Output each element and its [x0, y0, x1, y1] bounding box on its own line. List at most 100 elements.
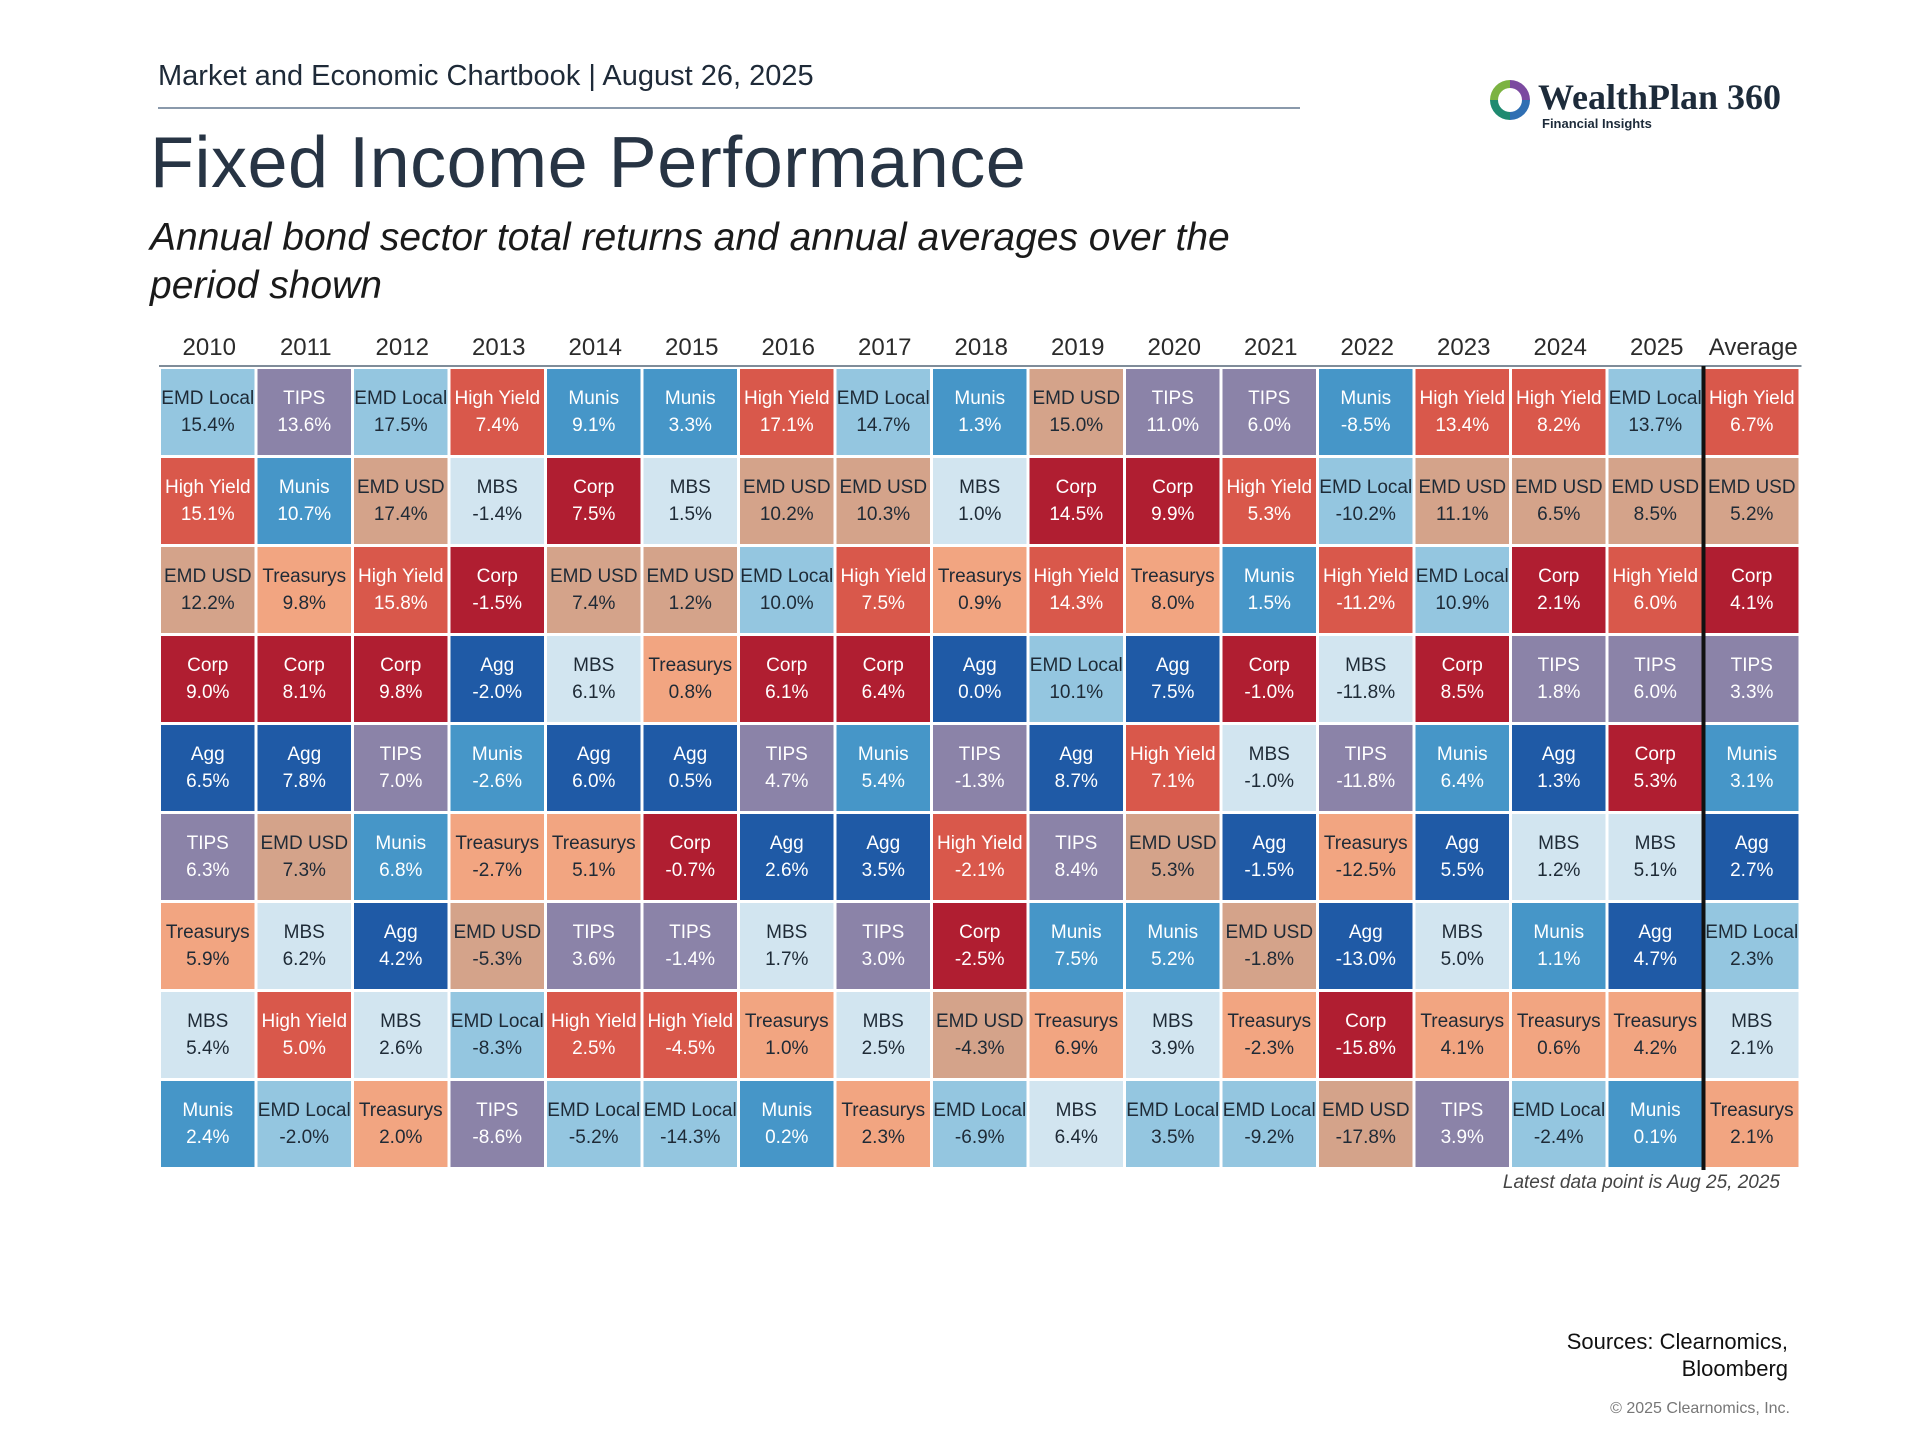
cell-sector-label: EMD Local [740, 566, 833, 587]
cell-return-value: 2.5% [572, 1038, 615, 1059]
quilt-cell: TIPS 3.6% [547, 903, 641, 989]
cell-sector-label: TIPS [380, 744, 422, 765]
cell-box [933, 814, 1027, 900]
cell-sector-label: Treasurys [1517, 1011, 1601, 1032]
cell-sector-label: Munis [279, 477, 330, 498]
page-subtitle: Annual bond sector total returns and ann… [150, 216, 1230, 307]
cell-box [1705, 814, 1799, 900]
quilt-cell: EMD Local -2.4% [1512, 1081, 1606, 1167]
cell-sector-label: EMD Local [1416, 566, 1509, 587]
cell-box [1512, 725, 1606, 811]
cell-return-value: 10.1% [1049, 682, 1103, 703]
quilt-cell: EMD USD 5.3% [1126, 814, 1220, 900]
cell-box [836, 458, 930, 544]
cell-sector-label: EMD USD [743, 477, 831, 498]
cell-sector-label: Munis [1147, 922, 1198, 943]
cell-sector-label: EMD Local [1126, 1100, 1219, 1121]
cell-box [740, 725, 834, 811]
cell-return-value: 12.2% [181, 593, 235, 614]
quilt-cell: Munis 0.1% [1608, 1081, 1702, 1167]
quilt-cell: Munis 6.8% [354, 814, 448, 900]
cell-box [933, 903, 1027, 989]
quilt-cell: Munis 3.3% [643, 369, 737, 455]
cell-sector-label: Treasurys [262, 566, 346, 587]
cell-sector-label: Treasurys [1131, 566, 1215, 587]
cell-return-value: 17.1% [760, 415, 814, 436]
quilt-cell: TIPS -8.6% [450, 1081, 544, 1167]
quilt-cell: Treasurys 1.0% [740, 992, 834, 1078]
quilt-cell: Corp 9.8% [354, 636, 448, 722]
quilt-cell: Treasurys 2.0% [354, 1081, 448, 1167]
cell-box [1608, 814, 1702, 900]
cell-return-value: 6.1% [765, 682, 808, 703]
quilt-cell: EMD Local -14.3% [643, 1081, 737, 1167]
quilt-cell: Corp 2.1% [1512, 547, 1606, 633]
cell-return-value: 6.4% [1441, 771, 1484, 792]
cell-return-value: 7.1% [1151, 771, 1194, 792]
cell-box [1222, 814, 1316, 900]
cell-sector-label: Agg [1735, 833, 1769, 854]
cell-sector-label: MBS [1249, 744, 1290, 765]
cell-sector-label: TIPS [476, 1100, 518, 1121]
cell-return-value: 6.5% [1537, 504, 1580, 525]
cell-return-value: 6.0% [572, 771, 615, 792]
quilt-cell: EMD Local -2.0% [257, 1081, 351, 1167]
cell-box [1222, 1081, 1316, 1167]
cell-sector-label: EMD Local [837, 388, 930, 409]
cell-box [1319, 369, 1413, 455]
cell-box [450, 458, 544, 544]
quilt-cell: Munis -8.5% [1319, 369, 1413, 455]
cell-return-value: 8.4% [1055, 860, 1098, 881]
cell-box [1608, 903, 1702, 989]
quilt-cell: Agg 7.5% [1126, 636, 1220, 722]
cell-box [1512, 547, 1606, 633]
cell-sector-label: EMD USD [1225, 922, 1313, 943]
quilt-cell: Corp -0.7% [643, 814, 737, 900]
cell-sector-label: EMD Local [258, 1100, 351, 1121]
cell-return-value: 6.0% [1634, 682, 1677, 703]
logo-tagline: Financial Insights [1542, 116, 1652, 131]
cell-return-value: 3.5% [1151, 1127, 1194, 1148]
quilt-cell: TIPS 1.8% [1512, 636, 1606, 722]
cell-return-value: 10.9% [1435, 593, 1489, 614]
cell-return-value: 1.0% [958, 504, 1001, 525]
cell-sector-label: High Yield [1516, 388, 1602, 409]
quilt-cell: EMD Local 13.7% [1608, 369, 1702, 455]
cell-sector-label: High Yield [1612, 566, 1698, 587]
cell-return-value: 6.7% [1730, 415, 1773, 436]
cell-sector-label: Agg [1445, 833, 1479, 854]
cell-return-value: 3.5% [862, 860, 905, 881]
column-header: 2021 [1244, 334, 1297, 361]
quilt-cell: Agg -13.0% [1319, 903, 1413, 989]
cell-sector-label: EMD USD [164, 566, 252, 587]
cell-return-value: 13.7% [1628, 415, 1682, 436]
cell-return-value: -0.7% [665, 860, 715, 881]
cell-sector-label: Munis [472, 744, 523, 765]
quilt-cell: High Yield 17.1% [740, 369, 834, 455]
cell-return-value: 15.0% [1049, 415, 1103, 436]
cell-sector-label: MBS [959, 477, 1000, 498]
quilt-cell: MBS 1.2% [1512, 814, 1606, 900]
cell-box [740, 992, 834, 1078]
quilt-cell: EMD USD 7.4% [547, 547, 641, 633]
cell-return-value: 15.8% [374, 593, 428, 614]
cell-return-value: -1.5% [1244, 860, 1294, 881]
cell-box [450, 903, 544, 989]
cell-sector-label: EMD USD [260, 833, 348, 854]
cell-return-value: 5.4% [862, 771, 905, 792]
cell-return-value: 0.6% [1537, 1038, 1580, 1059]
quilt-cell: Corp 9.0% [161, 636, 255, 722]
cell-sector-label: Munis [1244, 566, 1295, 587]
column-header: 2019 [1051, 334, 1104, 361]
cell-box [933, 369, 1027, 455]
quilt-cell: Corp 8.5% [1415, 636, 1509, 722]
cell-return-value: 6.2% [283, 949, 326, 970]
cell-box [1512, 636, 1606, 722]
cell-sector-label: EMD USD [1032, 388, 1120, 409]
cell-sector-label: Munis [1726, 744, 1777, 765]
quilt-cell: MBS 2.6% [354, 992, 448, 1078]
cell-return-value: 3.6% [572, 949, 615, 970]
cell-box [836, 725, 930, 811]
cell-sector-label: EMD USD [936, 1011, 1024, 1032]
